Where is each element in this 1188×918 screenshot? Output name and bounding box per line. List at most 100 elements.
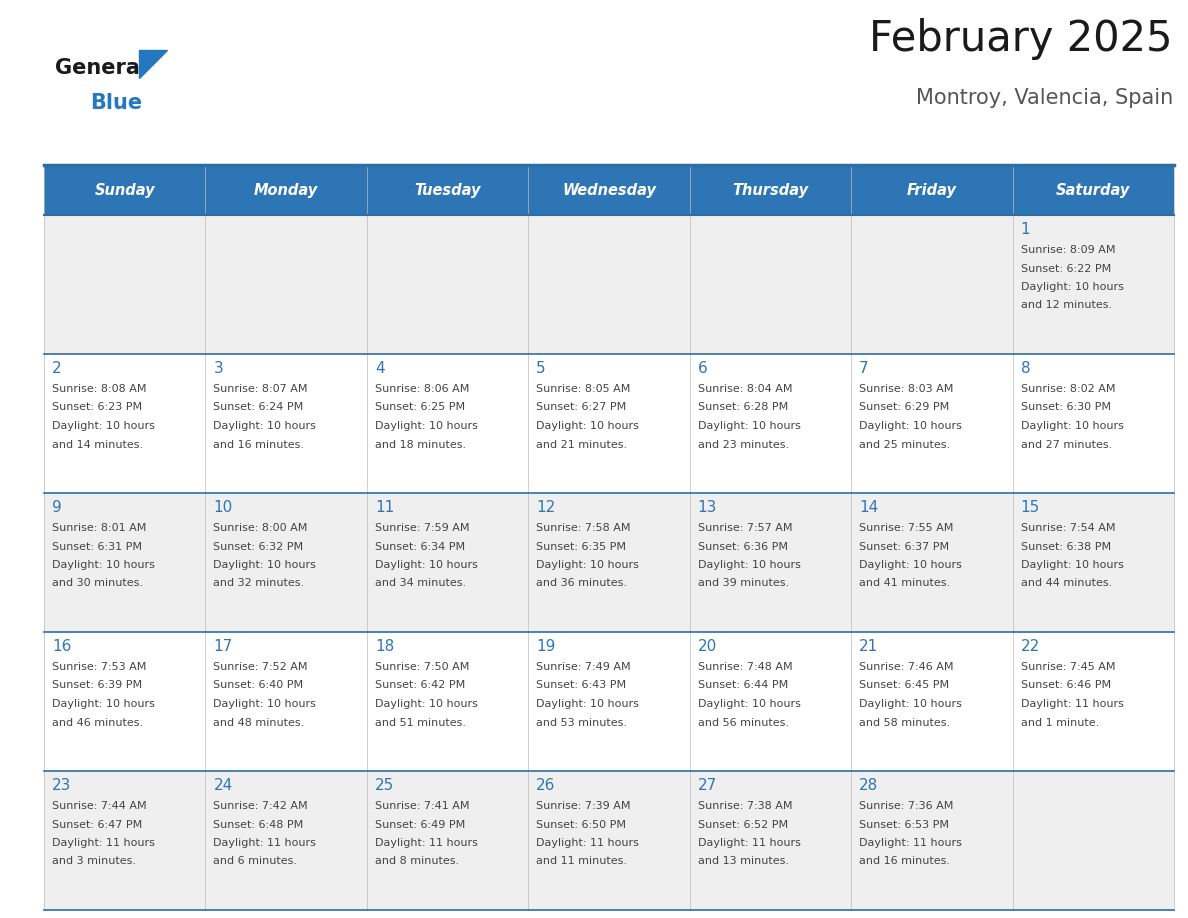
Text: Daylight: 11 hours: Daylight: 11 hours	[859, 838, 962, 848]
Text: Tuesday: Tuesday	[415, 183, 481, 197]
Bar	[44, 165, 206, 215]
Bar	[44, 771, 206, 910]
Text: 15: 15	[1020, 500, 1040, 515]
Bar	[1012, 632, 1174, 771]
Text: and 48 minutes.: and 48 minutes.	[214, 718, 304, 727]
Text: Daylight: 10 hours: Daylight: 10 hours	[859, 699, 962, 709]
Bar	[851, 771, 1012, 910]
Text: and 16 minutes.: and 16 minutes.	[214, 440, 304, 450]
Text: 25: 25	[375, 778, 394, 793]
Text: Daylight: 10 hours: Daylight: 10 hours	[536, 560, 639, 570]
Text: Sunset: 6:52 PM: Sunset: 6:52 PM	[697, 820, 788, 830]
Bar	[44, 493, 206, 632]
Text: Daylight: 10 hours: Daylight: 10 hours	[536, 699, 639, 709]
Text: Sunrise: 7:44 AM: Sunrise: 7:44 AM	[52, 801, 146, 811]
Text: Sunset: 6:38 PM: Sunset: 6:38 PM	[1020, 542, 1111, 552]
Text: and 11 minutes.: and 11 minutes.	[536, 856, 627, 867]
Text: Sunrise: 7:41 AM: Sunrise: 7:41 AM	[375, 801, 469, 811]
Text: Daylight: 11 hours: Daylight: 11 hours	[214, 838, 316, 848]
Bar	[367, 165, 529, 215]
Text: Sunset: 6:24 PM: Sunset: 6:24 PM	[214, 402, 304, 412]
Text: Sunrise: 8:03 AM: Sunrise: 8:03 AM	[859, 384, 954, 394]
Bar	[690, 632, 851, 771]
Text: Sunrise: 8:07 AM: Sunrise: 8:07 AM	[214, 384, 308, 394]
Text: Sunrise: 7:46 AM: Sunrise: 7:46 AM	[859, 662, 954, 672]
Text: Blue: Blue	[90, 93, 143, 113]
Text: Sunrise: 7:58 AM: Sunrise: 7:58 AM	[536, 523, 631, 533]
Text: February 2025: February 2025	[870, 18, 1173, 60]
Text: 19: 19	[536, 639, 556, 654]
Text: and 41 minutes.: and 41 minutes.	[859, 578, 950, 588]
Text: and 34 minutes.: and 34 minutes.	[375, 578, 466, 588]
Bar	[44, 632, 206, 771]
Text: Sunset: 6:25 PM: Sunset: 6:25 PM	[375, 402, 465, 412]
Text: Sunrise: 8:09 AM: Sunrise: 8:09 AM	[1020, 245, 1116, 255]
Text: 4: 4	[375, 361, 385, 376]
Bar	[44, 215, 206, 354]
Text: and 14 minutes.: and 14 minutes.	[52, 440, 143, 450]
Text: and 56 minutes.: and 56 minutes.	[697, 718, 789, 727]
Text: Sunrise: 7:59 AM: Sunrise: 7:59 AM	[375, 523, 469, 533]
Text: Sunrise: 7:49 AM: Sunrise: 7:49 AM	[536, 662, 631, 672]
Text: Wednesday: Wednesday	[562, 183, 656, 197]
Text: Sunset: 6:23 PM: Sunset: 6:23 PM	[52, 402, 143, 412]
Bar	[529, 771, 690, 910]
Text: and 46 minutes.: and 46 minutes.	[52, 718, 143, 727]
Text: 5: 5	[536, 361, 546, 376]
Text: Sunset: 6:43 PM: Sunset: 6:43 PM	[536, 680, 626, 690]
Text: and 1 minute.: and 1 minute.	[1020, 718, 1099, 727]
Text: Sunday: Sunday	[94, 183, 154, 197]
Bar	[206, 215, 367, 354]
Text: Thursday: Thursday	[732, 183, 809, 197]
Text: and 30 minutes.: and 30 minutes.	[52, 578, 143, 588]
Text: 11: 11	[375, 500, 394, 515]
Bar	[367, 493, 529, 632]
Text: Sunrise: 7:42 AM: Sunrise: 7:42 AM	[214, 801, 308, 811]
Text: Daylight: 11 hours: Daylight: 11 hours	[697, 838, 801, 848]
Bar	[44, 354, 206, 493]
Bar	[690, 165, 851, 215]
Text: 3: 3	[214, 361, 223, 376]
Text: and 6 minutes.: and 6 minutes.	[214, 856, 297, 867]
Bar	[206, 771, 367, 910]
Bar	[206, 493, 367, 632]
Bar	[529, 632, 690, 771]
Bar	[851, 632, 1012, 771]
Text: and 8 minutes.: and 8 minutes.	[375, 856, 459, 867]
Bar	[206, 632, 367, 771]
Text: Sunrise: 7:39 AM: Sunrise: 7:39 AM	[536, 801, 631, 811]
Bar	[367, 771, 529, 910]
Text: Sunset: 6:28 PM: Sunset: 6:28 PM	[697, 402, 788, 412]
Text: Daylight: 10 hours: Daylight: 10 hours	[536, 421, 639, 431]
Text: Monday: Monday	[254, 183, 318, 197]
Text: 10: 10	[214, 500, 233, 515]
Text: 16: 16	[52, 639, 71, 654]
Text: Sunrise: 8:04 AM: Sunrise: 8:04 AM	[697, 384, 792, 394]
Text: 26: 26	[536, 778, 556, 793]
Text: Sunset: 6:46 PM: Sunset: 6:46 PM	[1020, 680, 1111, 690]
Text: General: General	[55, 58, 147, 78]
Text: 7: 7	[859, 361, 868, 376]
Text: Daylight: 10 hours: Daylight: 10 hours	[214, 560, 316, 570]
Text: Sunset: 6:36 PM: Sunset: 6:36 PM	[697, 542, 788, 552]
Text: Sunset: 6:50 PM: Sunset: 6:50 PM	[536, 820, 626, 830]
Text: Montroy, Valencia, Spain: Montroy, Valencia, Spain	[916, 88, 1173, 108]
Text: Daylight: 11 hours: Daylight: 11 hours	[52, 838, 154, 848]
Text: Daylight: 10 hours: Daylight: 10 hours	[1020, 282, 1124, 292]
Text: Sunset: 6:48 PM: Sunset: 6:48 PM	[214, 820, 304, 830]
Text: 28: 28	[859, 778, 878, 793]
Text: Daylight: 11 hours: Daylight: 11 hours	[1020, 699, 1124, 709]
Text: Sunset: 6:35 PM: Sunset: 6:35 PM	[536, 542, 626, 552]
Text: Sunrise: 8:06 AM: Sunrise: 8:06 AM	[375, 384, 469, 394]
Text: Daylight: 10 hours: Daylight: 10 hours	[52, 699, 154, 709]
Text: Daylight: 10 hours: Daylight: 10 hours	[859, 421, 962, 431]
Bar	[690, 771, 851, 910]
Text: Daylight: 10 hours: Daylight: 10 hours	[859, 560, 962, 570]
Bar	[1012, 354, 1174, 493]
Text: Sunset: 6:22 PM: Sunset: 6:22 PM	[1020, 263, 1111, 274]
Text: 18: 18	[375, 639, 394, 654]
Text: 9: 9	[52, 500, 62, 515]
Bar	[529, 215, 690, 354]
Text: and 16 minutes.: and 16 minutes.	[859, 856, 950, 867]
Text: Daylight: 10 hours: Daylight: 10 hours	[1020, 560, 1124, 570]
